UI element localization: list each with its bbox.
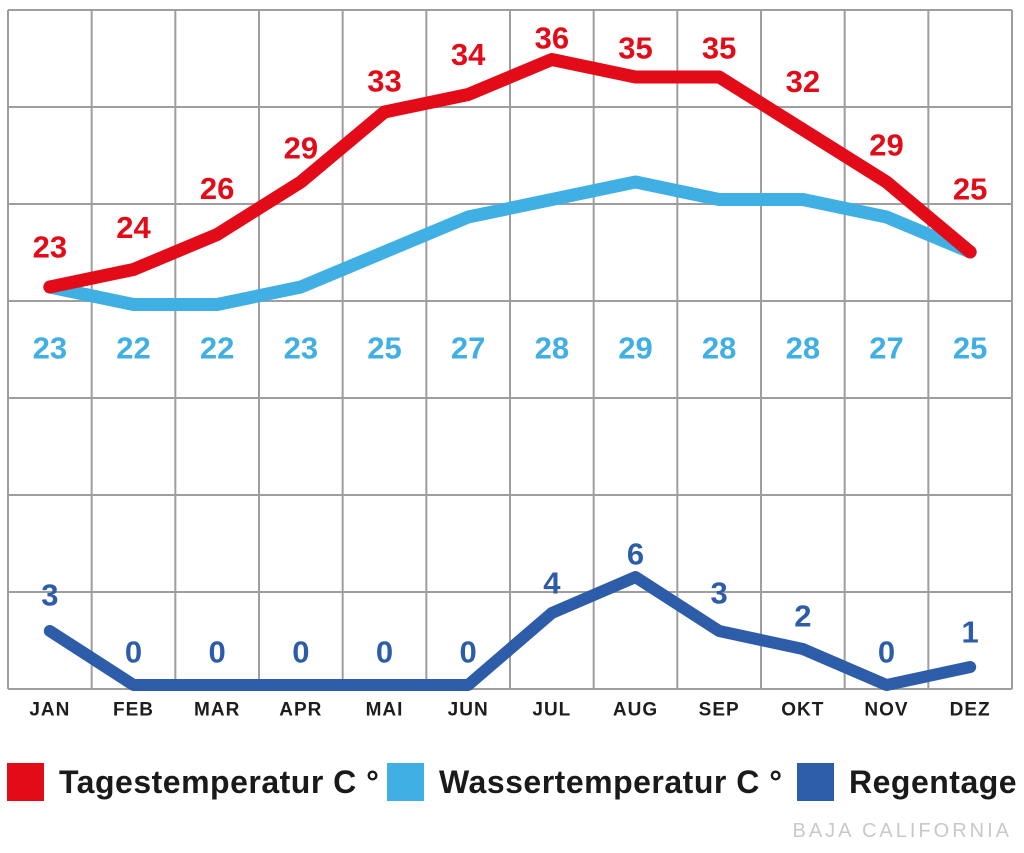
wassertemperatur-value-label: 27	[869, 331, 903, 366]
regentage-value-label: 2	[794, 599, 811, 634]
legend-item-tagestemperatur: Tagestemperatur C °	[7, 763, 379, 801]
month-label: FEB	[113, 700, 154, 721]
month-label: SEP	[699, 700, 740, 721]
watermark-baja-california: BAJA CALIFORNIA	[792, 820, 1012, 842]
regentage-value-label: 0	[125, 635, 142, 670]
wassertemperatur-line	[43, 175, 977, 311]
tagestemperatur-value-label: 32	[786, 64, 820, 99]
legend-swatch-darkblue	[797, 763, 834, 801]
tagestemperatur-value-label: 24	[116, 210, 151, 245]
tagestemperatur-value-label: 23	[33, 230, 67, 265]
month-label: AUG	[613, 700, 658, 721]
wassertemperatur-value-label: 28	[786, 331, 820, 366]
regentage-value-label: 1	[962, 615, 979, 650]
wassertemperatur-value-label: 25	[953, 331, 987, 366]
tagestemperatur-value-label: 33	[367, 64, 401, 99]
wassertemperatur-value-label: 27	[451, 331, 485, 366]
regentage-value-label: 3	[41, 578, 58, 613]
regentage-value-label: 6	[627, 537, 644, 572]
tagestemperatur-value-label: 34	[451, 37, 486, 72]
tagestemperatur-value-label: 29	[869, 128, 903, 163]
wassertemperatur-value-label: 28	[535, 331, 569, 366]
wassertemperatur-value-label: 29	[618, 331, 652, 366]
regentage-value-label: 0	[292, 635, 309, 670]
regentage-value-label: 0	[209, 635, 226, 670]
legend-label-wassertemperatur: Wassertemperatur C °	[439, 763, 783, 800]
regentage-value-label: 3	[711, 576, 728, 611]
month-label: APR	[279, 700, 322, 721]
regentage-value-label: 0	[376, 635, 393, 670]
regentage-value-label: 0	[878, 635, 895, 670]
month-label: MAI	[366, 700, 404, 721]
chart-legend: Tagestemperatur C ° Wassertemperatur C °…	[0, 763, 1024, 803]
legend-label-regentage: Regentage	[849, 763, 1018, 800]
month-label: JUN	[448, 700, 489, 721]
month-label: JAN	[29, 700, 70, 721]
wassertemperatur-value-label: 23	[284, 331, 318, 366]
wassertemperatur-value-label: 22	[116, 331, 150, 366]
tagestemperatur-value-label: 25	[953, 172, 987, 207]
tagestemperatur-value-label: 29	[284, 131, 318, 166]
wassertemperatur-value-label: 28	[702, 331, 736, 366]
month-label: DEZ	[950, 700, 991, 721]
legend-item-wassertemperatur: Wassertemperatur C °	[387, 763, 783, 801]
tagestemperatur-value-label: 26	[200, 171, 234, 206]
month-label: JUL	[532, 700, 571, 721]
tagestemperatur-value-label: 36	[535, 21, 569, 56]
regentage-value-label: 0	[460, 635, 477, 670]
month-label: OKT	[781, 700, 824, 721]
legend-item-regentage: Regentage	[797, 763, 1017, 801]
month-label: MAR	[194, 700, 240, 721]
wassertemperatur-value-label: 23	[33, 331, 67, 366]
month-label: NOV	[864, 700, 908, 721]
tagestemperatur-line	[43, 53, 977, 294]
tagestemperatur-value-label: 35	[702, 31, 736, 66]
regentage-value-label: 4	[543, 566, 561, 601]
legend-swatch-lightblue	[387, 763, 424, 801]
tagestemperatur-value-label: 35	[618, 31, 652, 66]
legend-swatch-red	[7, 763, 44, 801]
wassertemperatur-value-label: 25	[367, 331, 401, 366]
wassertemperatur-value-label: 22	[200, 331, 234, 366]
regentage-line	[43, 571, 977, 691]
legend-label-tagestemperatur: Tagestemperatur C °	[59, 763, 380, 800]
